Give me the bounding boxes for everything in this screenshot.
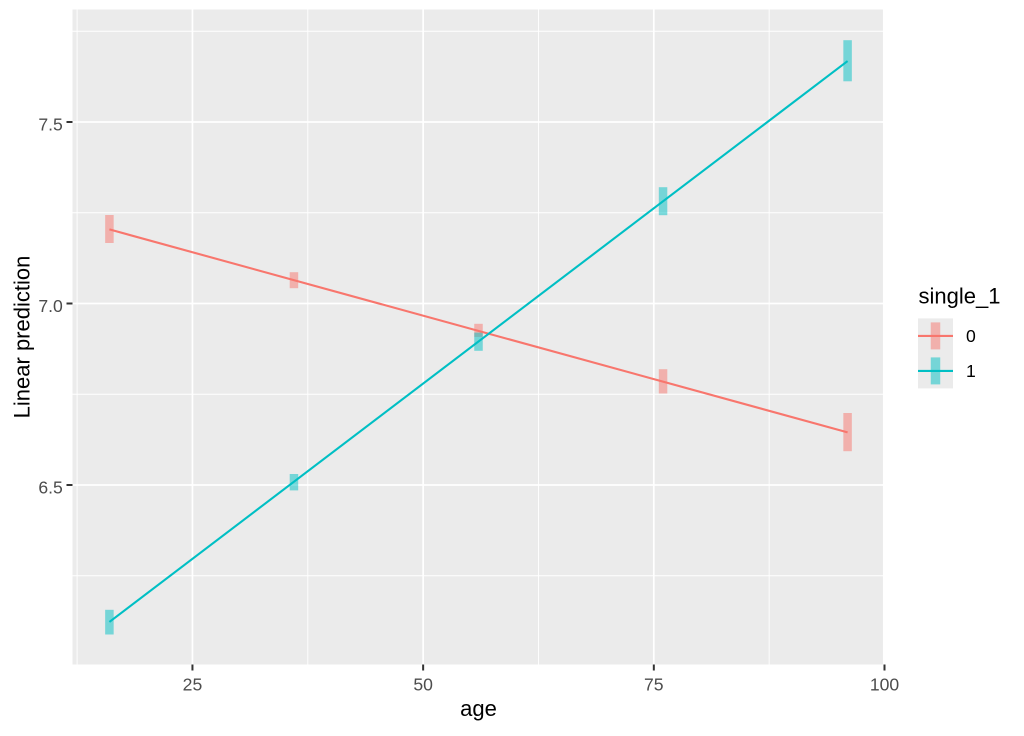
svg-text:25: 25 <box>183 675 203 695</box>
svg-text:1: 1 <box>966 361 976 381</box>
svg-text:7.5: 7.5 <box>38 115 63 135</box>
svg-text:Linear prediction: Linear prediction <box>10 256 35 419</box>
svg-text:0: 0 <box>966 326 976 346</box>
svg-text:100: 100 <box>870 675 900 695</box>
svg-text:age: age <box>460 696 497 721</box>
svg-text:50: 50 <box>413 675 433 695</box>
svg-text:6.5: 6.5 <box>38 478 63 498</box>
svg-text:7.0: 7.0 <box>38 296 63 316</box>
svg-text:75: 75 <box>644 675 664 695</box>
svg-text:single_1: single_1 <box>919 284 1001 309</box>
